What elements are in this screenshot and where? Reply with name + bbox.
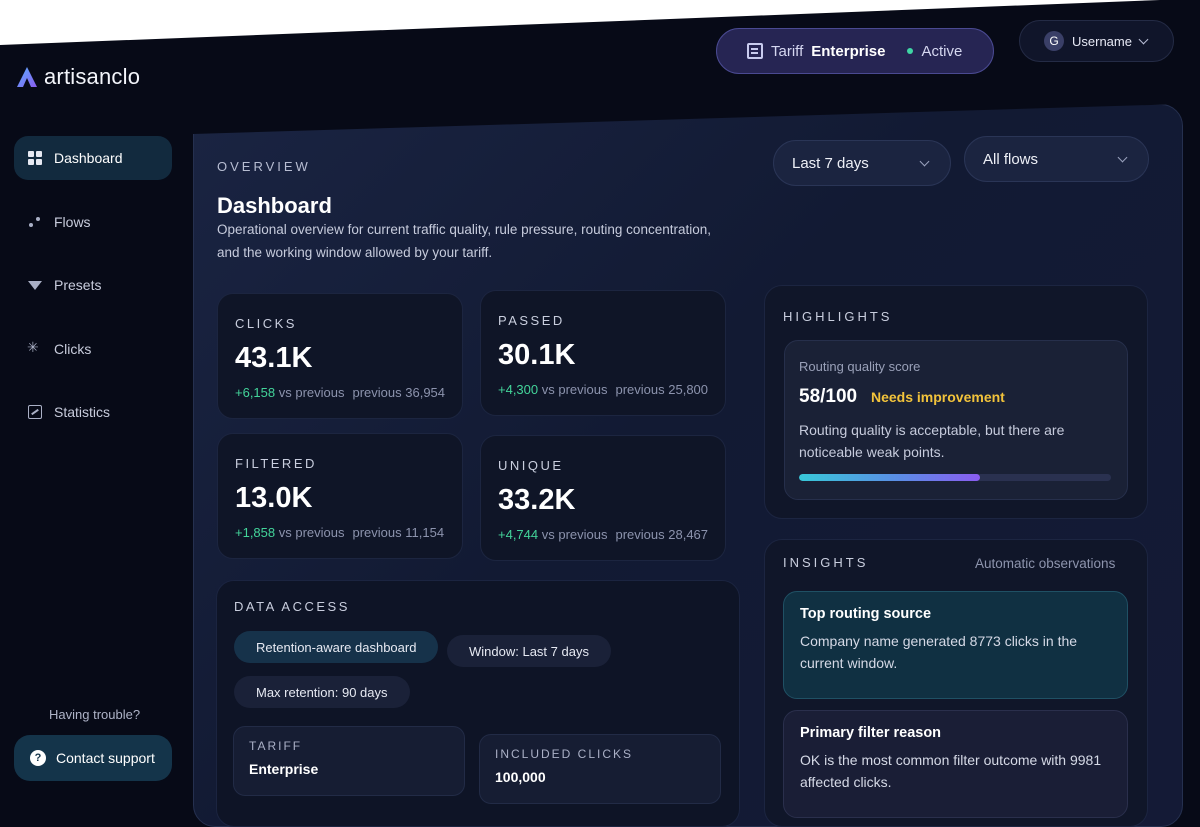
insight-body: OK is the most common filter outcome wit… <box>800 752 1102 790</box>
score-label: Routing quality score <box>799 359 921 374</box>
period-select-value: Last 7 days <box>792 154 869 172</box>
stat-previous: previous 25,800 <box>615 382 709 397</box>
chip-retention: Retention-aware dashboard <box>234 631 439 663</box>
insight-item[interactable]: Top routing source Company name generate… <box>783 591 1128 699</box>
chevron-down-icon <box>1138 34 1149 44</box>
chevron-down-icon <box>1117 152 1128 162</box>
included-clicks-card: INCLUDED CLICKS 100,000 <box>479 734 721 804</box>
insights-subtitle: Automatic observations <box>975 556 1116 571</box>
chip-max-retention: Max retention: 90 days <box>234 676 410 708</box>
stat-previous: previous 11,154 <box>352 525 445 540</box>
tariff-plan: Enterprise <box>811 42 886 60</box>
chevron-down-icon <box>919 156 930 166</box>
tariff-status-pill[interactable]: Tariff Enterprise Active <box>716 28 994 74</box>
stat-delta: +1,858 vs previous previous 11,154 <box>235 525 444 540</box>
user-menu-button[interactable]: G Username <box>1019 20 1174 62</box>
tariff-status: Active <box>921 42 963 60</box>
period-select[interactable]: Last 7 days <box>773 140 951 186</box>
tariff-info-label: TARIFF <box>249 739 303 753</box>
sidebar-item-label: Statistics <box>54 404 111 420</box>
sidebar-item-label: Flows <box>54 214 91 230</box>
page-title: Dashboard <box>217 193 332 218</box>
dashboard-icon <box>28 151 42 165</box>
included-clicks-value: 100,000 <box>495 769 546 785</box>
flows-icon <box>28 215 42 229</box>
chip-window: Window: Last 7 days <box>447 635 611 667</box>
score-progress-bar <box>799 474 1111 481</box>
clicks-icon <box>27 339 42 356</box>
sidebar-item-dashboard[interactable]: Dashboard <box>14 136 172 180</box>
tariff-info-card: TARIFF Enterprise <box>233 726 465 796</box>
sidebar-item-statistics[interactable]: Statistics <box>14 390 172 434</box>
stat-card-passed: PASSED 30.1K +4,300 vs previous previous … <box>480 290 726 416</box>
statistics-icon <box>28 405 42 419</box>
filter-icon <box>28 280 42 290</box>
data-access-title: DATA ACCESS <box>234 599 350 614</box>
insight-title: Top routing source <box>800 606 932 622</box>
stat-delta-vs: vs previous <box>278 525 345 540</box>
stat-delta-vs: vs previous <box>278 385 345 400</box>
stat-value: 30.1K <box>498 339 576 371</box>
help-icon: ? <box>30 750 46 766</box>
stat-delta-value: +1,858 <box>235 525 276 540</box>
insight-title: Primary filter reason <box>800 725 942 741</box>
sidebar-item-presets[interactable]: Presets <box>14 263 172 307</box>
overview-label: OVERVIEW <box>217 159 311 174</box>
stat-value: 43.1K <box>235 342 313 374</box>
brand-logo[interactable]: artisanclo <box>16 64 140 90</box>
username: Username <box>1072 33 1132 49</box>
stat-previous: previous 28,467 <box>615 527 709 542</box>
stat-card-unique: UNIQUE 33.2K +4,744 vs previous previous … <box>480 435 726 561</box>
contact-support-button[interactable]: ? Contact support <box>14 735 172 781</box>
stat-card-clicks: CLICKS 43.1K +6,158 vs previous previous … <box>217 293 463 419</box>
stat-delta-vs: vs previous <box>541 527 608 542</box>
stat-label: PASSED <box>498 313 565 328</box>
stat-delta: +4,300 vs previous previous 25,800 <box>498 382 708 397</box>
stat-label: UNIQUE <box>498 458 564 473</box>
insights-title: INSIGHTS <box>783 555 869 570</box>
avatar: G <box>1044 31 1064 51</box>
status-dot-icon <box>907 48 914 54</box>
logo-icon <box>17 67 37 87</box>
stat-delta: +4,744 vs previous previous 28,467 <box>498 527 708 542</box>
tariff-label: Tariff <box>771 42 804 60</box>
sidebar-item-flows[interactable]: Flows <box>14 200 172 244</box>
stat-label: CLICKS <box>235 316 297 331</box>
routing-score-box <box>784 340 1128 500</box>
insight-item[interactable]: Primary filter reason OK is the most com… <box>783 710 1128 818</box>
tariff-info-value: Enterprise <box>249 761 319 777</box>
sidebar-item-label: Clicks <box>54 341 92 357</box>
page-description: Operational overview for current traffic… <box>217 222 711 260</box>
stat-delta-value: +6,158 <box>235 385 276 400</box>
stat-delta: +6,158 vs previous previous 36,954 <box>235 385 445 400</box>
support-label: Contact support <box>56 750 155 766</box>
score-description: Routing quality is acceptable, but there… <box>799 422 1065 460</box>
stat-label: FILTERED <box>235 456 317 471</box>
insight-body: Company name generated 8773 clicks in th… <box>800 633 1078 671</box>
stat-delta-value: +4,744 <box>498 527 539 542</box>
stat-previous: previous 36,954 <box>352 385 446 400</box>
included-clicks-label: INCLUDED CLICKS <box>495 747 634 761</box>
stat-delta-value: +4,300 <box>498 382 539 397</box>
score-progress-fill <box>799 474 980 481</box>
flows-select-value: All flows <box>983 150 1039 168</box>
stat-value: 13.0K <box>235 482 313 514</box>
stat-delta-vs: vs previous <box>541 382 608 397</box>
score-value: 58/100 <box>799 386 858 407</box>
stat-value: 33.2K <box>498 484 576 516</box>
sidebar-item-clicks[interactable]: Clicks <box>14 327 172 371</box>
sidebar-item-label: Presets <box>54 277 102 293</box>
score-status-badge: Needs improvement <box>871 389 1005 405</box>
stat-card-filtered: FILTERED 13.0K +1,858 vs previous previou… <box>217 433 463 559</box>
highlights-title: HIGHLIGHTS <box>783 309 893 324</box>
flows-select[interactable]: All flows <box>964 136 1149 182</box>
brand-name: artisanclo <box>44 64 141 89</box>
help-text: Having trouble? <box>49 707 141 722</box>
sidebar-item-label: Dashboard <box>54 150 123 166</box>
tariff-icon <box>747 43 763 59</box>
